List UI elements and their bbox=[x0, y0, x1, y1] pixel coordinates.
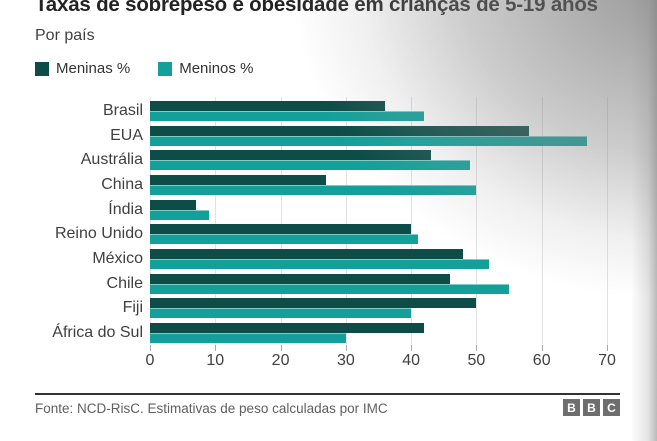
bbc-logo-letter: C bbox=[603, 399, 620, 416]
x-tick-mark-40 bbox=[411, 345, 413, 351]
x-tick-label-40: 40 bbox=[402, 352, 421, 369]
x-tick-label-70: 70 bbox=[598, 352, 616, 369]
x-tick-label-60: 60 bbox=[532, 352, 551, 369]
x-tick-label-10: 10 bbox=[206, 352, 225, 369]
legend-item-meninas: Meninas % bbox=[35, 60, 130, 77]
table-row: Reino Unido bbox=[35, 224, 607, 245]
bar-pair bbox=[150, 101, 607, 121]
bar-meninas bbox=[150, 150, 431, 161]
table-row: Brasil bbox=[35, 101, 607, 121]
legend-label: Meninas % bbox=[56, 60, 131, 77]
bar-meninas bbox=[150, 322, 425, 333]
x-tick-mark-60 bbox=[541, 345, 543, 351]
x-axis: 0 10 20 30 40 50 60 70 bbox=[146, 345, 616, 375]
table-row: China bbox=[35, 174, 607, 195]
bar-meninas bbox=[150, 273, 451, 284]
x-tick-mark-10 bbox=[215, 345, 217, 351]
category-label: EUA bbox=[110, 126, 143, 144]
table-row: Austrália bbox=[35, 150, 607, 171]
bar-meninos bbox=[150, 111, 425, 121]
source-note: Fonte: NCD-RisC. Estimativas de peso cal… bbox=[35, 401, 388, 416]
category-label: África do Sul bbox=[52, 323, 143, 341]
bar-pair bbox=[150, 125, 607, 146]
gridline-70 bbox=[607, 97, 608, 345]
x-tick-label-50: 50 bbox=[467, 352, 486, 369]
bar-meninos bbox=[150, 283, 510, 294]
bar-meninas bbox=[150, 101, 386, 111]
bar-pair bbox=[150, 199, 607, 220]
category-label: Brasil bbox=[102, 102, 143, 119]
x-tick-label-30: 30 bbox=[336, 352, 355, 369]
category-label: Índia bbox=[108, 200, 143, 218]
bar-meninos bbox=[150, 332, 346, 343]
bar-meninos bbox=[150, 234, 418, 245]
x-tick-label-0: 0 bbox=[145, 352, 155, 369]
chart-title: Taxas de sobrepeso e obesidade em crianç… bbox=[35, 0, 598, 16]
x-tick-mark-50 bbox=[476, 345, 478, 351]
legend-item-meninos: Meninos % bbox=[158, 60, 253, 77]
category-label: Austrália bbox=[80, 151, 143, 169]
bar-pair bbox=[150, 273, 607, 294]
category-label: México bbox=[92, 249, 143, 267]
legend-label: Meninos % bbox=[179, 60, 254, 77]
legend-swatch-icon bbox=[158, 61, 173, 76]
bar-meninos bbox=[150, 209, 209, 220]
bar-meninas bbox=[150, 224, 412, 235]
bar-pair bbox=[150, 322, 607, 343]
x-tick-mark-30 bbox=[345, 345, 347, 351]
table-row: Índia bbox=[35, 199, 607, 220]
table-row: Chile bbox=[35, 273, 607, 294]
x-tick-mark-0 bbox=[150, 345, 151, 351]
bar-rows: Brasil EUA Austrália China Índia Reino Unido M… bbox=[35, 97, 607, 345]
x-tick-mark-70 bbox=[607, 345, 608, 351]
bar-pair bbox=[150, 150, 607, 171]
bar-meninas bbox=[150, 174, 327, 185]
legend-swatch-icon bbox=[35, 61, 49, 76]
footer-divider bbox=[35, 393, 620, 395]
category-label: Reino Unido bbox=[54, 225, 143, 243]
category-label: Chile bbox=[106, 274, 143, 292]
table-row: México bbox=[35, 248, 607, 269]
bbc-logo-letter: B bbox=[563, 399, 580, 416]
bar-meninas bbox=[150, 125, 529, 136]
bar-pair bbox=[150, 224, 607, 245]
bar-pair bbox=[150, 298, 607, 319]
chart-subtitle: Por país bbox=[35, 27, 95, 44]
table-row: EUA bbox=[35, 125, 607, 146]
bar-meninas bbox=[150, 298, 477, 309]
bar-meninos bbox=[150, 184, 477, 195]
bbc-logo-letter: B bbox=[583, 399, 600, 416]
bar-pair bbox=[150, 174, 607, 195]
category-label: China bbox=[101, 175, 143, 193]
x-tick-mark-20 bbox=[280, 345, 282, 351]
bar-meninos bbox=[150, 160, 470, 171]
category-label: Fiji bbox=[122, 299, 143, 317]
x-tick-label-20: 20 bbox=[271, 352, 290, 369]
bar-meninos bbox=[150, 258, 490, 269]
bar-pair bbox=[150, 248, 607, 269]
legend: Meninas % Meninos % bbox=[35, 60, 253, 77]
bar-meninas bbox=[150, 248, 464, 259]
bar-meninas bbox=[150, 199, 196, 210]
table-row: Fiji bbox=[35, 298, 607, 319]
bar-meninos bbox=[150, 308, 412, 319]
bar-meninos bbox=[150, 135, 588, 146]
table-row: África do Sul bbox=[35, 322, 607, 343]
